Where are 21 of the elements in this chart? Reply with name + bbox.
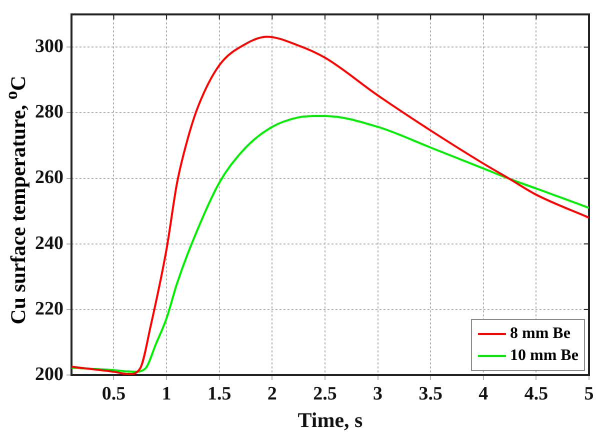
line-series (72, 115, 589, 373)
x-tick-label: 3.5 (418, 383, 442, 404)
y-tick-label: 240 (35, 232, 64, 254)
x-tick-label: 3 (373, 383, 383, 404)
y-tick-label: 200 (35, 364, 64, 385)
x-tick-label: 2 (267, 383, 277, 404)
x-tick-label: 5 (584, 383, 594, 404)
y-tick-label: 300 (35, 36, 64, 58)
y-tick-label: 280 (35, 102, 64, 123)
x-tick-label: 2.5 (313, 383, 337, 404)
x-tick-label: 4.5 (524, 383, 548, 404)
legend-label: 8 mm Be (510, 324, 570, 344)
x-tick-label: 1 (162, 383, 172, 404)
x-tick-label: 4 (478, 383, 489, 404)
y-tick-label: 220 (35, 298, 64, 320)
line-series (72, 36, 589, 375)
x-axis-title: Time, s (298, 408, 363, 432)
x-tick-label: 1.5 (207, 383, 232, 404)
legend-label: 10 mm Be (510, 346, 578, 366)
x-tick-label: 0.5 (102, 383, 126, 404)
y-tick-label: 260 (35, 167, 64, 188)
